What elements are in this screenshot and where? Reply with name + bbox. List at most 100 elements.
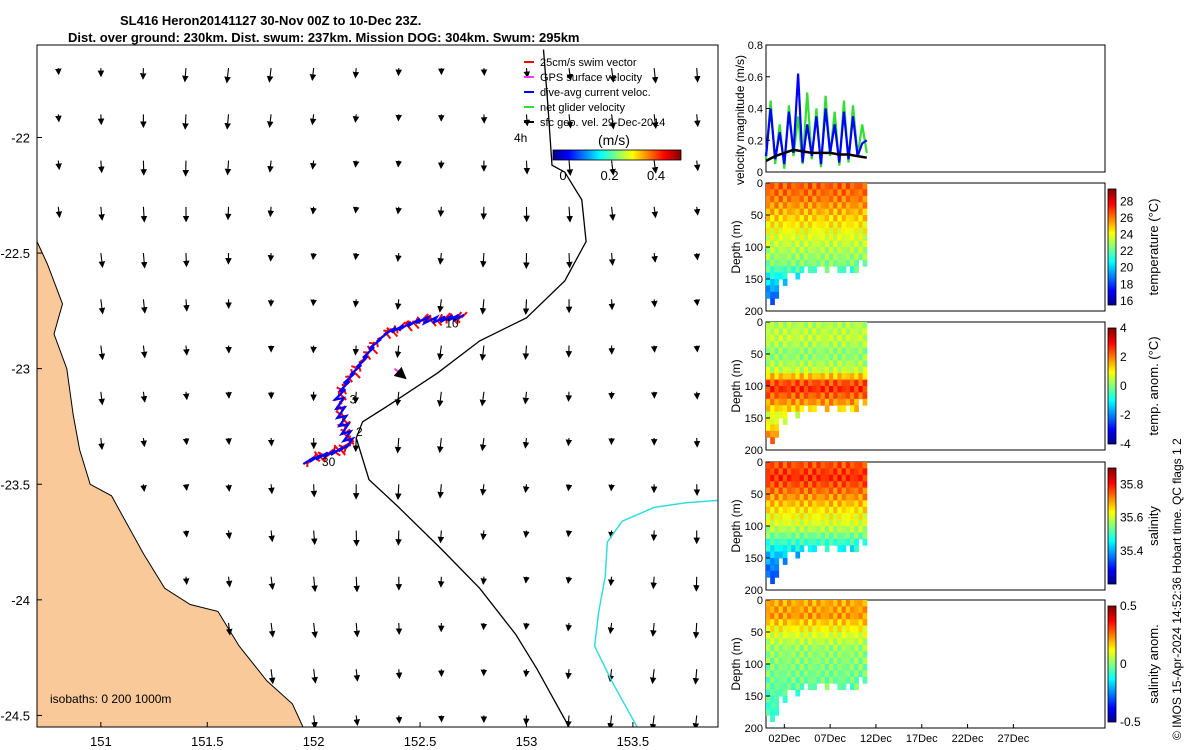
heatmap-cell — [787, 379, 792, 387]
heatmap-cell — [787, 657, 792, 665]
heatmap-cell — [812, 481, 817, 489]
heatmap-cell — [862, 612, 868, 620]
heatmap-cell — [774, 632, 780, 639]
heatmap-cell — [833, 638, 838, 646]
heatmap-cell — [778, 392, 784, 400]
heatmap-cell — [862, 606, 868, 614]
heatmap-cell — [787, 526, 792, 533]
heatmap-cell — [850, 619, 855, 627]
heatmap-cell — [766, 702, 771, 710]
heatmap-cell — [766, 285, 771, 293]
heatmap-cell — [782, 526, 788, 533]
heatmap-cell — [850, 468, 855, 476]
heatmap-cell — [799, 462, 805, 469]
heatmap-cell — [770, 657, 775, 665]
geo-velocity-arrow — [566, 253, 573, 269]
heatmap-cell — [820, 644, 826, 652]
heatmap-cell — [803, 657, 809, 665]
geo-velocity-arrow — [565, 622, 573, 632]
heatmap-cell — [799, 664, 805, 671]
heatmap-cell — [774, 379, 780, 387]
heatmap-cell — [799, 366, 805, 374]
heatmap-cell — [845, 632, 851, 639]
heatmap-cell — [833, 462, 838, 469]
heatmap-cell — [820, 183, 826, 190]
heatmap-cell — [799, 328, 805, 336]
heatmap-cell — [778, 619, 784, 627]
heatmap-cell — [850, 664, 855, 671]
heatmap-cell — [812, 632, 817, 639]
heatmap-cell — [850, 253, 855, 261]
heatmap-cell — [816, 513, 822, 521]
heatmap-cell — [862, 247, 868, 254]
heatmap-cell — [820, 612, 826, 620]
heatmap-cell — [837, 506, 843, 514]
heatmap-cell — [774, 366, 780, 374]
heatmap-cell — [833, 328, 838, 336]
heatmap-cell — [808, 462, 813, 469]
heatmap-cell — [791, 366, 796, 374]
heatmap-cell — [803, 341, 809, 349]
heatmap-cell — [778, 651, 784, 659]
geo-velocity-arrow — [395, 669, 403, 680]
geo-velocity-arrow — [565, 530, 573, 538]
heatmap-cell — [816, 183, 822, 190]
geo-velocity-arrow — [225, 530, 233, 540]
heatmap-cell — [791, 208, 796, 216]
geo-velocity-arrow — [651, 68, 659, 84]
heatmap-cell — [816, 328, 822, 336]
heatmap-cell — [782, 418, 788, 425]
geo-velocity-arrow — [182, 530, 190, 538]
heatmap-cell — [791, 625, 796, 633]
heatmap-cell — [770, 354, 775, 361]
heatmap-cell — [774, 612, 780, 620]
heatmap-cell — [816, 474, 822, 482]
geo-velocity-arrow — [651, 299, 658, 308]
geo-velocity-arrow — [268, 669, 276, 685]
heatmap-cell — [812, 683, 817, 691]
geo-velocity-arrow — [311, 622, 318, 639]
heatmap-cell — [824, 234, 830, 242]
heatmap-cell — [778, 689, 784, 697]
heatmap-cell — [791, 347, 796, 355]
heatmap-cell — [837, 638, 843, 646]
heatmap-cell — [824, 386, 830, 393]
heatmap-cell — [837, 360, 843, 368]
heatmap-cell — [774, 683, 780, 691]
heatmap-cell — [824, 481, 830, 489]
heatmap-cell — [845, 234, 851, 242]
heatmap-cell — [778, 532, 784, 540]
heatmap-cell — [812, 195, 817, 203]
heatmap-cell — [778, 551, 784, 559]
heatmap-cell — [850, 183, 855, 190]
geo-velocity-arrow — [140, 391, 148, 403]
heatmap-cell — [795, 247, 801, 254]
heatmap-cell — [862, 600, 868, 607]
heatmap-cell — [808, 612, 813, 620]
heatmap-cell — [854, 670, 859, 678]
colorbar-tick-label: 35.6 — [1120, 511, 1144, 525]
heatmap-cell — [774, 411, 780, 419]
heatmap-cell — [820, 526, 826, 533]
land-mass — [37, 241, 304, 727]
heatmap-cell — [850, 500, 855, 508]
colorbar-tick-label: 26 — [1120, 211, 1134, 225]
heatmap-cell — [837, 398, 843, 406]
heatmap-cell — [820, 334, 826, 342]
heatmap-cell — [791, 519, 796, 527]
heatmap-cell — [816, 538, 822, 546]
geo-velocity-arrow — [651, 114, 659, 129]
heatmap-cell — [862, 664, 868, 671]
heatmap-cell — [795, 657, 801, 665]
heatmap-cell — [858, 215, 864, 222]
heatmap-cell — [820, 240, 826, 248]
heatmap-cell — [808, 373, 813, 381]
heatmap-cell — [770, 437, 775, 445]
heatmap-cell — [833, 651, 838, 659]
heatmap-cell — [774, 570, 780, 578]
heatmap-cell — [854, 519, 859, 527]
heatmap-cell — [812, 462, 817, 469]
heatmap-cell — [820, 208, 826, 216]
heatmap-cell — [791, 532, 796, 540]
